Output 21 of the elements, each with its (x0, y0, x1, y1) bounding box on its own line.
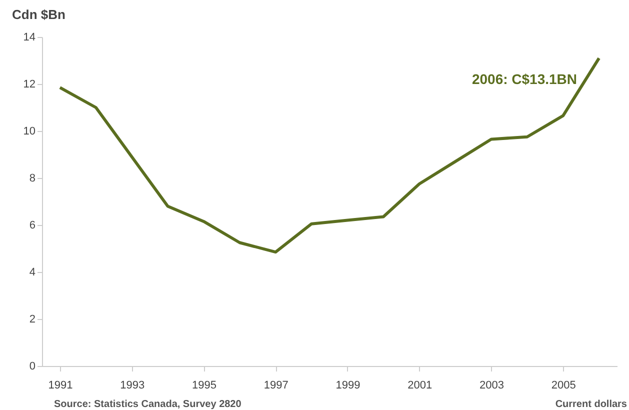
x-tick-label: 1997 (264, 380, 288, 392)
y-tick-label: 4 (29, 266, 36, 278)
y-tick-label: 12 (23, 78, 36, 90)
line-series (58, 56, 601, 254)
x-tick-label: 2005 (551, 380, 576, 392)
x-tick-label: 2003 (479, 380, 504, 392)
y-axis-title: Cdn $Bn (12, 7, 66, 22)
x-tick-label: 1993 (120, 380, 145, 392)
y-tick-label: 10 (23, 126, 36, 138)
y-tick-label: 8 (29, 172, 36, 184)
y-tick-label: 0 (29, 360, 36, 372)
text: Current dollars (555, 399, 628, 410)
x-tick-label: 1999 (336, 380, 360, 392)
y-tick-label: 14 (23, 32, 36, 44)
source-note: Source: Statistics Canada, Survey 2820 (54, 399, 242, 410)
x-tick-label: 2001 (408, 380, 432, 392)
annotation: 2006: C$13.1BN (472, 71, 578, 88)
y-tick-label: 6 (29, 220, 36, 232)
x-tick-label: 1991 (48, 380, 73, 392)
y-tick-label: 2 (29, 314, 36, 326)
x-tick-label: 1995 (192, 380, 216, 392)
